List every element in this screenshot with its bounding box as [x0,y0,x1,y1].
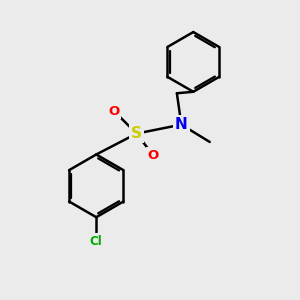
Text: S: S [131,126,142,141]
Text: O: O [147,148,159,162]
Text: N: N [175,117,188,132]
Text: Cl: Cl [90,235,103,248]
Text: O: O [109,105,120,118]
